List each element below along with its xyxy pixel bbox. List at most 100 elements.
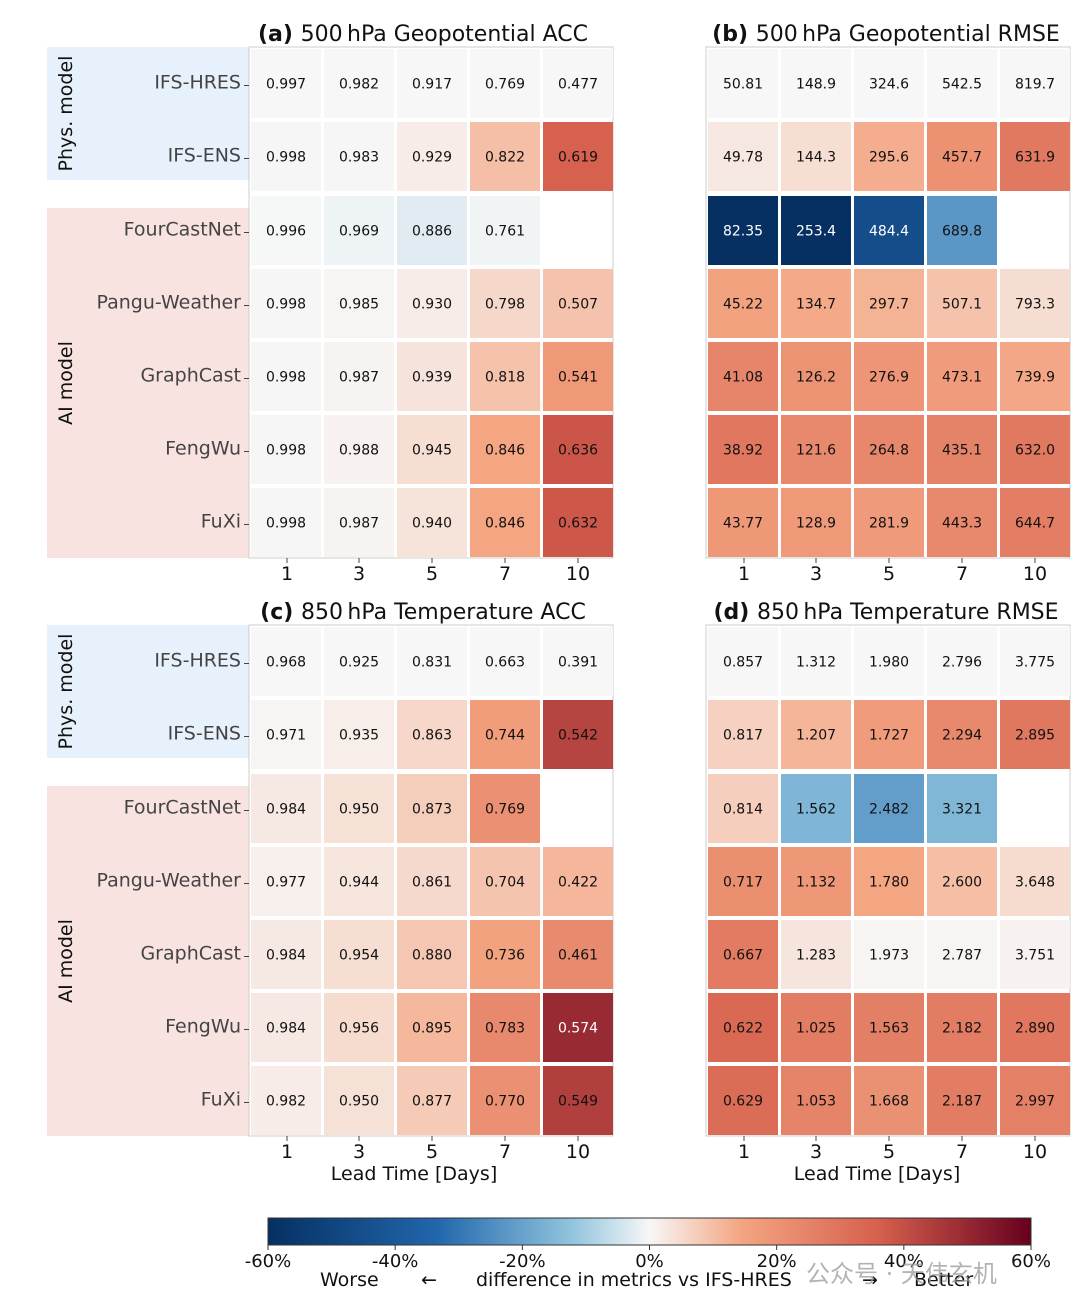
heatmap-cell <box>854 488 924 557</box>
panel-title-text: 500 hPa Geopotential ACC <box>301 22 588 47</box>
heatmap-cell <box>854 269 924 338</box>
heatmap-cell <box>927 1066 997 1135</box>
cell-value: 0.987 <box>339 370 379 386</box>
cell-value: 0.619 <box>558 150 598 166</box>
heatmap-cell <box>1000 488 1070 557</box>
cell-value: 631.9 <box>1015 150 1055 166</box>
heatmap-cell <box>781 122 851 191</box>
cell-value: 689.8 <box>942 224 982 240</box>
cell-value: 2.895 <box>1015 728 1055 744</box>
cell-value: 793.3 <box>1015 297 1055 313</box>
cell-value: 542.5 <box>942 77 982 93</box>
cell-value: 0.945 <box>412 443 452 459</box>
heatmap-cell <box>324 774 394 843</box>
cell-value: 0.996 <box>266 224 306 240</box>
heatmap-cell <box>708 415 778 484</box>
panel-title-text: 850 hPa Temperature RMSE <box>757 600 1059 625</box>
cell-value: 0.930 <box>412 297 452 313</box>
cell-value: 2.482 <box>869 802 909 818</box>
row-label: GraphCast <box>140 943 241 965</box>
cell-value: 0.984 <box>266 948 306 964</box>
cell-value: 1.283 <box>796 948 836 964</box>
cell-value: 2.796 <box>942 655 982 671</box>
cell-value: 0.541 <box>558 370 598 386</box>
heatmap-cell <box>251 993 321 1062</box>
row-label: Pangu-Weather <box>97 292 242 314</box>
x-tick-label: 10 <box>1023 1141 1047 1163</box>
cell-value: 1.053 <box>796 1094 836 1110</box>
x-tick-label: 5 <box>883 563 895 585</box>
heatmap-cell <box>781 49 851 118</box>
cell-value: 0.877 <box>412 1094 452 1110</box>
heatmap-cell <box>708 122 778 191</box>
heatmap-cell <box>470 627 540 696</box>
cell-value: 0.956 <box>339 1021 379 1037</box>
heatmap-cell <box>927 920 997 989</box>
heatmap-cell <box>324 269 394 338</box>
heatmap-cell <box>1000 920 1070 989</box>
heatmap-cell <box>470 774 540 843</box>
heatmap-cell <box>781 627 851 696</box>
heatmap-cell <box>781 920 851 989</box>
group-band-phys <box>47 47 249 180</box>
row-label: GraphCast <box>140 365 241 387</box>
cell-value: 0.954 <box>339 948 379 964</box>
heatmap-cell <box>1000 1066 1070 1135</box>
cell-value: 49.78 <box>723 150 763 166</box>
cell-value: 0.507 <box>558 297 598 313</box>
cell-value: 0.977 <box>266 875 306 891</box>
heatmap-cell <box>543 415 613 484</box>
cell-value: 0.968 <box>266 655 306 671</box>
x-axis-label: Lead Time [Days] <box>794 1163 960 1185</box>
cell-value: 276.9 <box>869 370 909 386</box>
heatmap-cell <box>854 627 924 696</box>
cell-value: 0.814 <box>723 802 763 818</box>
heatmap-cell <box>927 993 997 1062</box>
cell-value: 0.998 <box>266 443 306 459</box>
cell-value: 43.77 <box>723 516 763 532</box>
heatmap-cell <box>927 774 997 843</box>
cell-value: 281.9 <box>869 516 909 532</box>
cell-value: 0.985 <box>339 297 379 313</box>
x-tick-label: 3 <box>810 1141 822 1163</box>
heatmap-cell <box>397 700 467 769</box>
heatmap-cell <box>470 269 540 338</box>
heatmap-cell <box>1000 415 1070 484</box>
heatmap-cell <box>397 342 467 411</box>
cell-value: 0.895 <box>412 1021 452 1037</box>
heatmap-cell <box>470 847 540 916</box>
cell-value: 0.950 <box>339 1094 379 1110</box>
group-band-phys <box>47 625 249 758</box>
cell-value: 0.969 <box>339 224 379 240</box>
heatmap-cell <box>708 700 778 769</box>
heatmap-cell <box>781 993 851 1062</box>
heatmap-cell <box>324 847 394 916</box>
heatmap-cell <box>251 196 321 265</box>
panel-letter: (a) <box>258 22 301 47</box>
x-tick-label: 7 <box>956 563 968 585</box>
group-label-ai: AI model <box>55 341 77 425</box>
heatmap-cell <box>543 1066 613 1135</box>
cell-value: 0.861 <box>412 875 452 891</box>
cell-value: 484.4 <box>869 224 909 240</box>
cell-value: 2.182 <box>942 1021 982 1037</box>
heatmap-cell <box>1000 269 1070 338</box>
panel-b: (b) 500 hPa Geopotential RMSE 50.81 148.9 3… <box>705 22 1071 585</box>
cell-value: 41.08 <box>723 370 763 386</box>
cell-value: 264.8 <box>869 443 909 459</box>
heatmap-cell <box>543 269 613 338</box>
cell-value: 1.312 <box>796 655 836 671</box>
heatmap-cell <box>470 415 540 484</box>
cell-value: 739.9 <box>1015 370 1055 386</box>
heatmap-cell <box>927 196 997 265</box>
cell-value: 0.940 <box>412 516 452 532</box>
panel-title-text: 500 hPa Geopotential RMSE <box>756 22 1060 47</box>
heatmap-cell <box>854 49 924 118</box>
heatmap-cell <box>397 993 467 1062</box>
cell-value: 0.822 <box>485 150 525 166</box>
cell-value: 0.886 <box>412 224 452 240</box>
cell-value: 0.422 <box>558 875 598 891</box>
heatmap-cell <box>543 993 613 1062</box>
heatmap-cell <box>854 920 924 989</box>
colorbar-tick-label: -20% <box>499 1251 546 1272</box>
